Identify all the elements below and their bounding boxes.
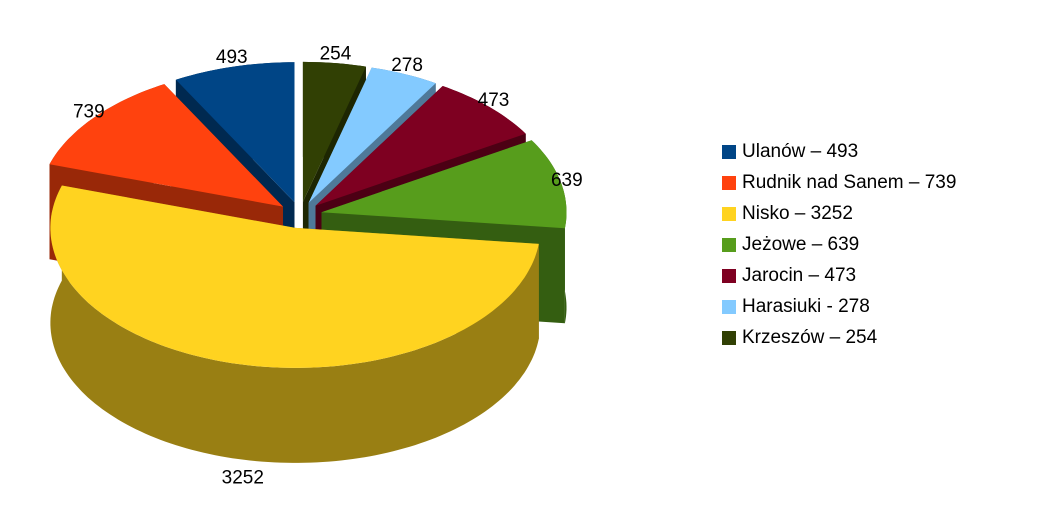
legend-label: Nisko – 3252 — [742, 203, 853, 224]
legend-swatch — [722, 331, 736, 345]
data-label: 739 — [73, 101, 105, 122]
slice — [321, 140, 567, 229]
legend-label: Ulanów – 493 — [742, 141, 858, 162]
data-label: 493 — [216, 47, 248, 68]
data-label: 278 — [391, 55, 423, 76]
slice — [315, 86, 526, 206]
legend-swatch — [722, 300, 736, 314]
slice — [49, 84, 283, 207]
slice — [308, 67, 436, 203]
slice — [50, 185, 539, 368]
slice-side — [50, 185, 539, 463]
data-label: 254 — [320, 43, 352, 64]
legend-label: Krzeszów – 254 — [742, 327, 878, 348]
slice — [175, 62, 295, 203]
legend-swatch — [722, 269, 736, 283]
legend-label: Harasiuki - 278 — [742, 296, 870, 317]
legend-label: Jarocin – 473 — [742, 265, 856, 286]
legend-swatch — [722, 176, 736, 190]
legend-swatch — [722, 145, 736, 159]
slice — [50, 185, 539, 463]
data-label: 473 — [478, 90, 510, 111]
legend-label: Rudnik nad Sanem – 739 — [742, 172, 956, 193]
slice — [302, 61, 366, 202]
legend-label: Jeżowe – 639 — [742, 234, 859, 255]
legend-swatch — [722, 207, 736, 221]
data-label: 639 — [551, 170, 583, 191]
legend-swatch — [722, 238, 736, 252]
data-label: 3252 — [222, 467, 264, 488]
